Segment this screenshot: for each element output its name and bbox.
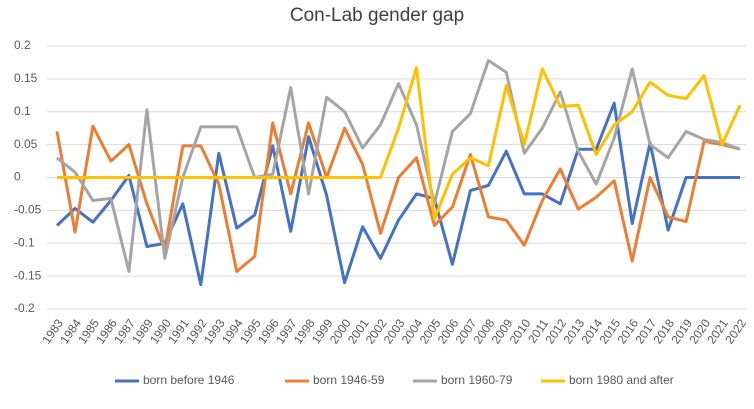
x-tick-label: 2022 bbox=[722, 316, 749, 346]
chart-title: Con-Lab gender gap bbox=[290, 5, 464, 26]
legend-label: born 1980 and after bbox=[569, 373, 674, 387]
y-tick-label: 0 bbox=[14, 170, 21, 184]
legend-label: born 1960-79 bbox=[441, 373, 513, 387]
y-tick-label: -0.15 bbox=[14, 268, 42, 282]
y-tick-label: 0.1 bbox=[14, 104, 31, 118]
y-tick-label: 0.15 bbox=[14, 71, 38, 85]
line-series bbox=[55, 121, 741, 273]
legend-label: born 1946-59 bbox=[313, 373, 385, 387]
y-tick-label: -0.05 bbox=[14, 203, 42, 217]
line-series bbox=[56, 59, 741, 273]
y-tick-label: 0.05 bbox=[14, 137, 38, 151]
y-tick-label: -0.1 bbox=[14, 235, 35, 249]
y-tick-label: -0.2 bbox=[14, 301, 35, 315]
line-series bbox=[57, 66, 742, 221]
y-tick-label: 0.2 bbox=[14, 38, 31, 52]
legend-label: born before 1946 bbox=[143, 373, 235, 387]
